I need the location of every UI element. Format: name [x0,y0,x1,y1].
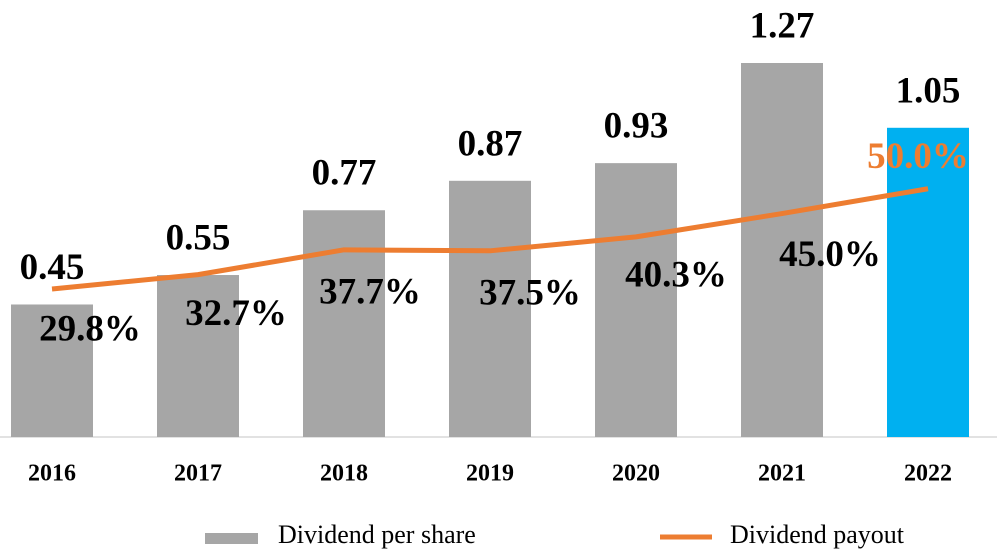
bar-label: 1.27 [750,5,815,46]
bar [449,180,531,438]
bar-label: 0.93 [604,106,669,147]
line-label: 37.7% [319,271,421,312]
x-tick-label: 2022 [904,461,952,487]
line-label: 29.8% [39,309,141,350]
bar [157,275,239,437]
bar [303,210,385,437]
line-label: 50.0% [867,136,969,177]
x-tick-label: 2018 [320,461,368,487]
line-label: 45.0% [779,234,881,275]
bar-label: 0.55 [166,218,231,259]
line [51,186,929,292]
line-label: 40.3% [625,254,727,295]
x-tick-label: 2016 [28,461,76,487]
legend-swatch [205,533,258,544]
bar-label: 0.45 [20,247,85,288]
bar [595,163,677,437]
bar-label: 0.77 [312,153,377,194]
bar [11,304,93,437]
x-tick-label: 2019 [466,461,514,487]
line-label: 37.5% [479,272,581,313]
x-tick-label: 2020 [612,461,660,487]
bar [741,63,823,437]
bar [887,127,969,438]
bar-label: 0.87 [458,123,523,164]
x-tick-label: 2017 [174,461,222,487]
legend-label: Dividend per share [278,520,476,549]
bar-label: 1.05 [896,70,961,111]
legend-label: Dividend payout [730,520,905,549]
line-label: 32.7% [185,293,287,334]
x-tick-label: 2021 [758,461,806,487]
